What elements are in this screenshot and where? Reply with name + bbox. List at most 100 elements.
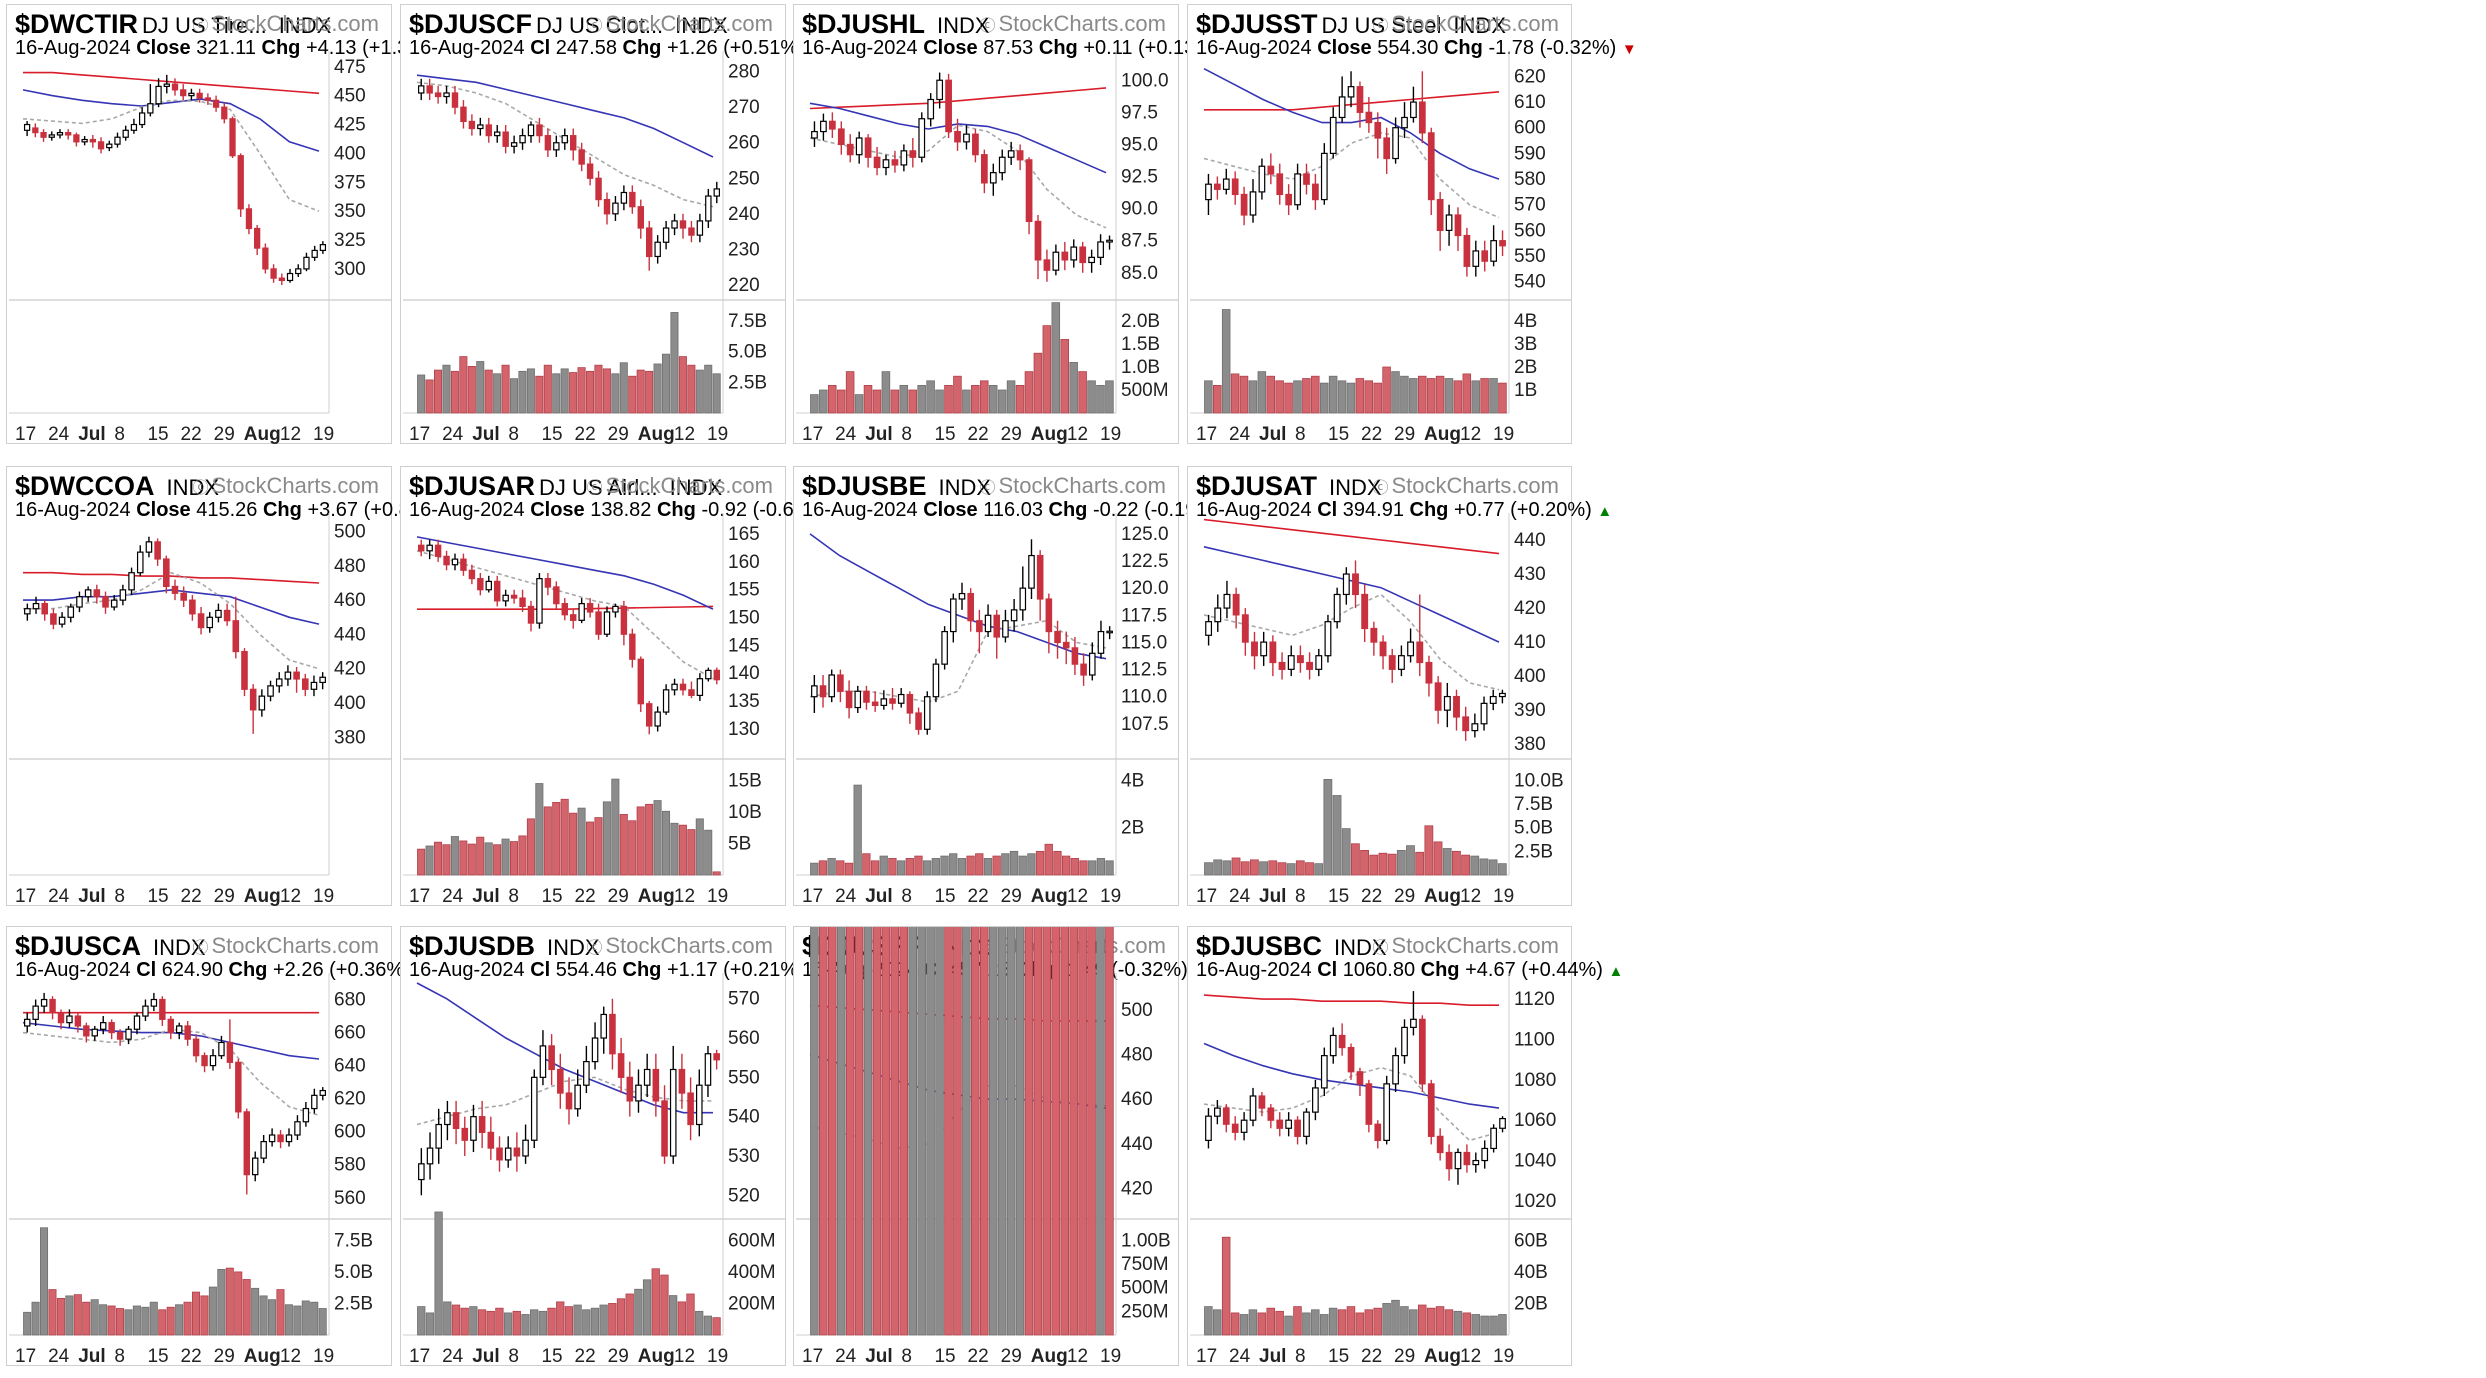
volume-bar — [905, 858, 914, 876]
candle — [1205, 173, 1212, 215]
volume-bar — [1266, 375, 1275, 414]
price-tick-label: 115.0 — [1121, 632, 1167, 653]
symbol-label: $DJUSST — [1196, 9, 1318, 39]
candle — [470, 1104, 477, 1153]
price-tick-label: 97.5 — [1121, 102, 1158, 123]
volume-bar — [1480, 1315, 1489, 1336]
candle — [215, 603, 222, 623]
price-tick-label: 92.5 — [1121, 167, 1158, 188]
volume-tick-label: 1.0B — [1121, 357, 1160, 378]
candle — [93, 584, 101, 604]
candle — [1016, 144, 1024, 171]
candle — [837, 669, 844, 703]
candle — [536, 573, 543, 629]
candle — [1481, 240, 1489, 272]
volume-bar — [899, 385, 909, 414]
candle — [1010, 599, 1018, 632]
candle — [603, 192, 611, 225]
index-name: DJ US Airl... — [539, 475, 658, 500]
candle — [635, 1069, 642, 1113]
copyright-icon: ⓒ — [979, 18, 996, 35]
candle — [209, 1049, 217, 1071]
volume-bar — [476, 361, 485, 414]
volume-bar — [200, 1295, 209, 1336]
candle — [1214, 594, 1222, 632]
ma-50-line — [416, 536, 714, 610]
volume-bar — [556, 1301, 565, 1336]
price-tick-label: 590 — [1514, 143, 1546, 164]
candle — [426, 1132, 434, 1180]
x-tick-label: Jul — [1259, 424, 1286, 445]
candle — [646, 700, 653, 735]
panel-header: $DJUSCA INDX — [15, 931, 206, 962]
ma-50-line — [22, 89, 320, 152]
candle — [1338, 1023, 1346, 1056]
volume-bar — [870, 860, 880, 876]
price-tick-label: 560 — [728, 1028, 760, 1049]
volume-bar — [890, 927, 900, 1336]
brand-text: StockCharts.com — [605, 933, 774, 958]
price-tick-label: 540 — [1514, 272, 1546, 293]
candle — [434, 85, 442, 104]
price-tick-label: 500 — [1121, 1000, 1153, 1021]
volume-bar — [678, 356, 687, 414]
brand-text: StockCharts.com — [1391, 11, 1560, 36]
candle — [510, 135, 518, 154]
volume-bar — [469, 1306, 478, 1336]
date-label: 16-Aug-2024 — [15, 959, 131, 981]
volume-bar — [560, 368, 569, 414]
candle — [1043, 249, 1051, 282]
volume-bar — [931, 858, 940, 876]
volume-bar — [1417, 1304, 1427, 1336]
x-tick-label: 29 — [1394, 424, 1415, 445]
candle — [1383, 1075, 1391, 1145]
candle — [212, 95, 220, 112]
candle — [1312, 173, 1319, 210]
candle — [980, 149, 988, 194]
candle — [1232, 587, 1240, 629]
volume-bar — [417, 374, 426, 414]
volume-bar — [577, 367, 586, 414]
volume-bar — [1024, 927, 1034, 1336]
volume-bar — [628, 820, 637, 876]
price-tick-label: 150 — [728, 608, 760, 629]
candle — [434, 539, 442, 562]
date-label: 16-Aug-2024 — [802, 499, 918, 521]
volume-bar — [953, 927, 962, 1336]
price-tick-label: 135 — [728, 691, 760, 712]
change-label: Chg — [262, 499, 302, 521]
x-tick-label: 8 — [901, 424, 912, 445]
price-tick-label: 270 — [728, 97, 760, 118]
candle — [1285, 1112, 1293, 1137]
price-tick-label: 425 — [334, 115, 366, 136]
candle — [864, 134, 872, 168]
volume-bar — [619, 362, 628, 414]
volume-bar — [467, 366, 476, 414]
volume-bar — [1204, 380, 1213, 414]
x-tick-label: 8 — [508, 424, 519, 445]
candle — [811, 121, 818, 147]
candle — [1401, 1019, 1408, 1064]
volume-bar — [1275, 1310, 1284, 1336]
x-tick-label: 24 — [442, 424, 464, 445]
candle — [311, 1088, 318, 1114]
candle — [418, 539, 425, 557]
price-tick-label: 550 — [728, 1067, 760, 1088]
volume-bar — [526, 368, 535, 414]
candle — [1490, 225, 1497, 267]
price-tick-label: 420 — [1514, 598, 1546, 619]
price-tick-label: 240 — [728, 204, 760, 225]
candle — [163, 74, 170, 94]
candle — [1418, 71, 1426, 144]
volume-bar — [484, 842, 493, 876]
candle — [1356, 1067, 1364, 1096]
candle — [846, 134, 854, 163]
candle — [578, 142, 585, 172]
candle — [1223, 580, 1231, 619]
volume-tick-label: 200M — [728, 1293, 776, 1314]
price-tick-label: 410 — [1514, 632, 1546, 653]
candle — [1498, 689, 1506, 704]
volume-bar — [1284, 1315, 1293, 1336]
candle — [237, 153, 244, 217]
